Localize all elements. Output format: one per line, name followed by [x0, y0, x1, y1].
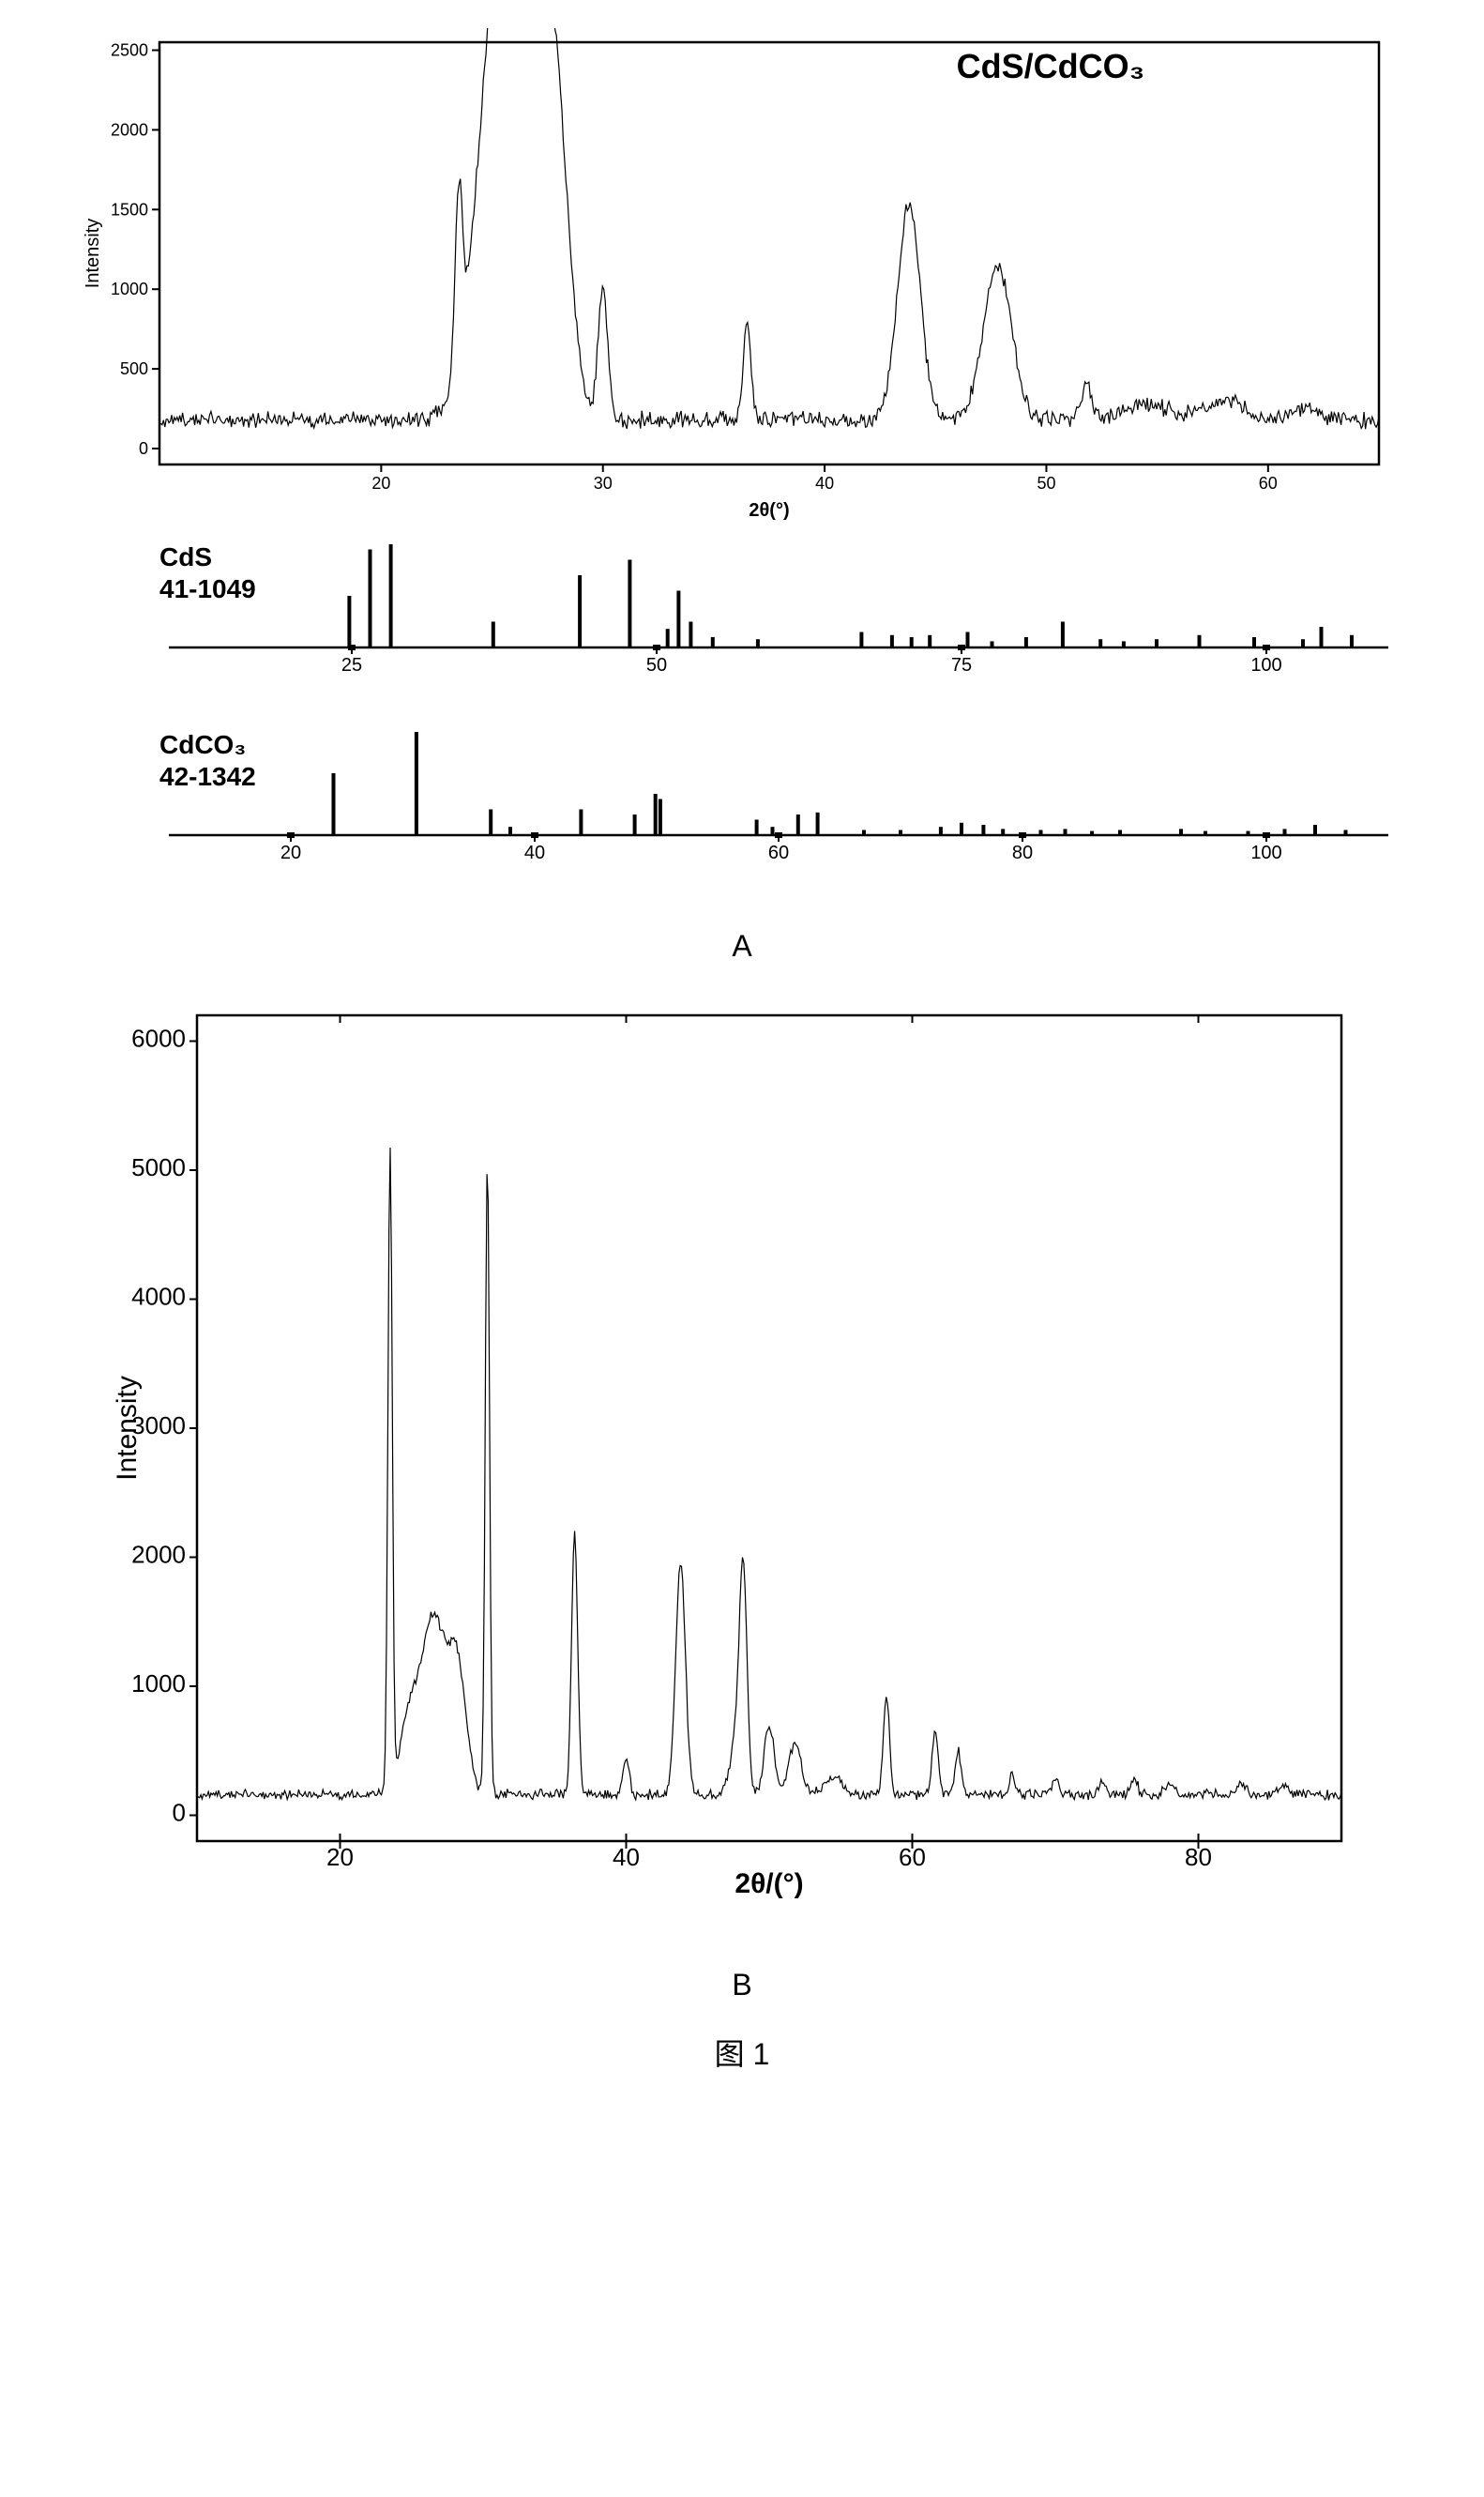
svg-text:2000: 2000 [131, 1541, 186, 1569]
panel-b: 010002000300040005000600020406080Intensi… [38, 992, 1446, 2002]
svg-text:100: 100 [1250, 655, 1281, 676]
svg-text:0: 0 [139, 439, 148, 458]
panel-a-cds-svg: 25 50 75 100 CdS 41-1049 [38, 535, 1426, 723]
svg-text:60: 60 [899, 1843, 926, 1871]
svg-text:60: 60 [1259, 474, 1278, 493]
svg-text:80: 80 [1012, 843, 1033, 863]
svg-text:50: 50 [646, 655, 667, 676]
panel-a-ref-cds: 25 50 75 100 CdS 41-1049 [38, 535, 1446, 723]
svg-text:20: 20 [326, 1843, 354, 1871]
svg-text:2500: 2500 [111, 40, 148, 59]
svg-text:60: 60 [768, 843, 789, 863]
page: 050010001500200025002030405060Intensity2… [0, 0, 1484, 2130]
svg-text:50: 50 [1037, 474, 1055, 493]
panel-b-spectrum-svg: 010002000300040005000600020406080Intensi… [38, 992, 1426, 1949]
svg-text:CdS: CdS [159, 542, 212, 571]
panel-a-label: A [38, 929, 1446, 964]
svg-text:40: 40 [815, 474, 834, 493]
svg-text:1000: 1000 [111, 280, 148, 298]
svg-text:CdCO₃: CdCO₃ [159, 730, 246, 759]
panel-a-ref-cdco3: 20 40 60 80 100 CdCO₃ 42-1342 [38, 723, 1446, 910]
svg-text:40: 40 [524, 843, 545, 863]
svg-text:100: 100 [1250, 843, 1281, 863]
panel-b-label: B [38, 1968, 1446, 2002]
svg-text:4000: 4000 [131, 1283, 186, 1311]
svg-text:25: 25 [341, 655, 362, 676]
svg-text:2000: 2000 [111, 120, 148, 139]
svg-text:1500: 1500 [111, 200, 148, 219]
svg-text:75: 75 [951, 655, 972, 676]
svg-text:80: 80 [1185, 1843, 1212, 1871]
svg-text:2θ(°): 2θ(°) [749, 500, 789, 521]
svg-text:Intensity: Intensity [83, 219, 103, 288]
panel-a-cdco3-svg: 20 40 60 80 100 CdCO₃ 42-1342 [38, 723, 1426, 910]
panel-a: 0 500 1000 1500 2000 2500 20 30 40 50 60 Intensity 2… [38, 28, 1446, 964]
svg-text:20: 20 [371, 474, 390, 493]
svg-text:1000: 1000 [131, 1669, 186, 1698]
panel-a-spectrum: 0 500 1000 1500 2000 2500 20 30 40 50 60 Intensity 2… [38, 28, 1446, 535]
svg-text:20: 20 [280, 843, 301, 863]
svg-text:CdS/CdCO₃: CdS/CdCO₃ [957, 47, 1145, 85]
svg-text:6000: 6000 [131, 1025, 186, 1053]
svg-text:500: 500 [120, 359, 148, 378]
svg-text:42-1342: 42-1342 [159, 762, 256, 791]
svg-text:5000: 5000 [131, 1153, 186, 1181]
svg-text:40: 40 [613, 1843, 640, 1871]
panel-b-spectrum: 010002000300040005000600020406080Intensi… [38, 992, 1446, 1949]
svg-text:41-1049: 41-1049 [159, 574, 256, 603]
svg-text:0: 0 [173, 1799, 186, 1827]
svg-text:2θ/(°): 2θ/(°) [734, 1868, 803, 1899]
figure-caption: 图 1 [38, 2031, 1446, 2074]
svg-text:Intensity: Intensity [112, 1376, 143, 1481]
panel-a-spectrum-svg: 0 500 1000 1500 2000 2500 20 30 40 50 60 Intensity 2… [38, 28, 1426, 535]
svg-text:30: 30 [594, 474, 613, 493]
